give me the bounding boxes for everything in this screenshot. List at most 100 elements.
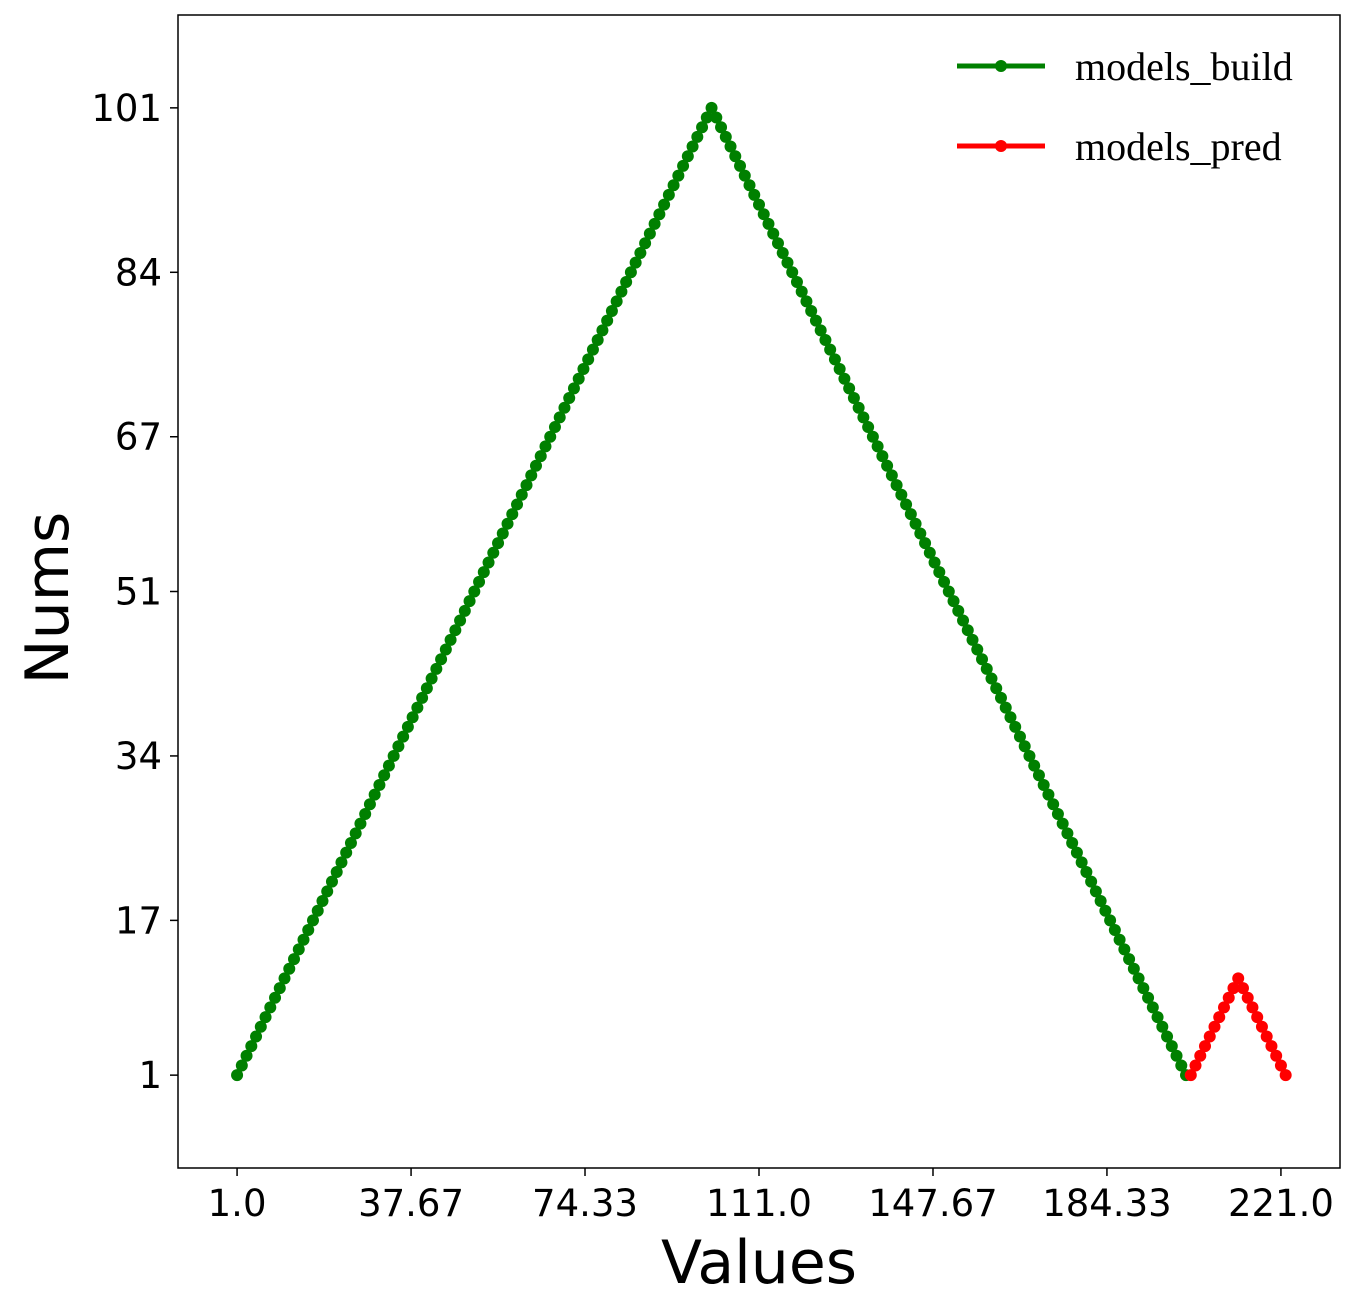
data-point-models-build xyxy=(382,759,395,772)
data-point-models-build xyxy=(824,343,837,356)
data-point-models-build xyxy=(696,121,709,134)
x-tick-label: 74.33 xyxy=(532,1182,638,1225)
x-axis-label: Values xyxy=(661,1228,857,1298)
data-point-models-build xyxy=(615,285,628,298)
data-point-models-build xyxy=(245,1040,258,1053)
data-point-models-build xyxy=(919,537,932,550)
data-point-models-build xyxy=(273,982,286,995)
data-point-models-build xyxy=(1061,827,1074,840)
data-point-models-build xyxy=(1047,798,1060,811)
data-point-models-pred xyxy=(1222,991,1235,1004)
data-point-models-build xyxy=(710,111,723,124)
data-point-models-build xyxy=(435,653,448,666)
data-point-models-build xyxy=(477,566,490,579)
data-point-models-build xyxy=(952,604,965,617)
data-point-models-build xyxy=(563,392,576,405)
data-point-models-build xyxy=(1023,749,1036,762)
data-point-models-pred xyxy=(1227,982,1240,995)
data-point-models-build xyxy=(738,169,751,182)
data-point-models-build xyxy=(776,246,789,259)
data-point-models-build xyxy=(933,566,946,579)
data-point-models-build xyxy=(748,188,761,201)
data-point-models-build xyxy=(1028,759,1041,772)
data-point-models-build xyxy=(482,556,495,569)
data-point-models-build xyxy=(492,537,505,550)
data-point-models-build xyxy=(1104,914,1117,927)
data-point-models-build xyxy=(809,314,822,327)
data-point-models-build xyxy=(819,334,832,347)
data-point-models-pred xyxy=(1246,1001,1259,1014)
data-point-models-build xyxy=(250,1030,263,1043)
data-point-models-build xyxy=(1051,807,1064,820)
data-point-models-build xyxy=(1123,953,1136,966)
legend-marker-models-build xyxy=(995,60,1007,72)
data-point-models-build xyxy=(572,372,585,385)
data-point-models-build xyxy=(487,546,500,559)
data-point-models-build xyxy=(330,866,343,879)
x-tick-label: 147.67 xyxy=(868,1182,997,1225)
data-point-models-build xyxy=(719,130,732,143)
data-point-models-build xyxy=(240,1049,253,1062)
data-point-models-build xyxy=(1013,730,1026,743)
data-point-models-build xyxy=(814,324,827,337)
data-point-models-build xyxy=(729,150,742,163)
data-point-models-build xyxy=(1132,972,1145,985)
data-point-models-build xyxy=(596,324,609,337)
data-point-models-build xyxy=(321,885,334,898)
data-point-models-build xyxy=(667,179,680,192)
data-point-models-build xyxy=(928,556,941,569)
data-point-models-build xyxy=(1170,1049,1183,1062)
data-point-models-build xyxy=(1089,885,1102,898)
data-point-models-build xyxy=(444,633,457,646)
data-point-models-build xyxy=(838,372,851,385)
data-point-models-build xyxy=(425,672,438,685)
data-point-models-build xyxy=(624,266,637,279)
data-point-models-build xyxy=(705,101,718,114)
data-point-models-build xyxy=(852,401,865,414)
data-point-models-build xyxy=(762,217,775,230)
y-tick-label: 84 xyxy=(115,251,162,294)
data-point-models-build xyxy=(325,875,338,888)
data-point-models-build xyxy=(1099,904,1112,917)
data-point-models-build xyxy=(392,740,405,753)
data-point-models-build xyxy=(558,401,571,414)
data-point-models-build xyxy=(297,933,310,946)
data-point-models-build xyxy=(610,295,623,308)
data-point-models-pred xyxy=(1265,1040,1278,1053)
data-point-models-build xyxy=(857,411,870,424)
data-point-models-build xyxy=(311,904,324,917)
y-tick-label: 67 xyxy=(115,416,162,459)
data-point-models-build xyxy=(501,517,514,530)
y-tick-label: 101 xyxy=(91,87,162,130)
data-point-models-pred xyxy=(1260,1030,1273,1043)
data-point-models-build xyxy=(1094,895,1107,908)
data-point-models-build xyxy=(411,701,424,714)
data-point-models-build xyxy=(1066,836,1079,849)
data-point-models-build xyxy=(406,711,419,724)
data-point-models-build xyxy=(833,363,846,376)
data-point-models-build xyxy=(591,334,604,347)
data-point-models-build xyxy=(586,343,599,356)
data-point-models-build xyxy=(506,508,519,521)
data-point-models-build xyxy=(463,595,476,608)
data-point-models-build xyxy=(771,237,784,250)
data-point-models-build xyxy=(790,275,803,288)
legend: models_build models_pred xyxy=(957,44,1293,169)
data-point-models-build xyxy=(957,614,970,627)
data-point-models-build xyxy=(961,624,974,637)
data-point-models-build xyxy=(548,421,561,434)
data-point-models-build xyxy=(658,198,671,211)
data-point-models-build xyxy=(577,363,590,376)
data-point-models-build xyxy=(781,256,794,269)
data-point-models-build xyxy=(335,856,348,869)
data-point-models-build xyxy=(885,469,898,482)
data-point-models-pred xyxy=(1241,991,1254,1004)
x-tick-label: 184.33 xyxy=(1042,1182,1171,1225)
data-point-models-build xyxy=(677,159,690,172)
data-point-models-build xyxy=(539,440,552,453)
data-point-models-build xyxy=(288,953,301,966)
data-point-models-build xyxy=(553,411,566,424)
data-point-models-build xyxy=(511,498,524,511)
data-point-models-build xyxy=(1142,991,1155,1004)
